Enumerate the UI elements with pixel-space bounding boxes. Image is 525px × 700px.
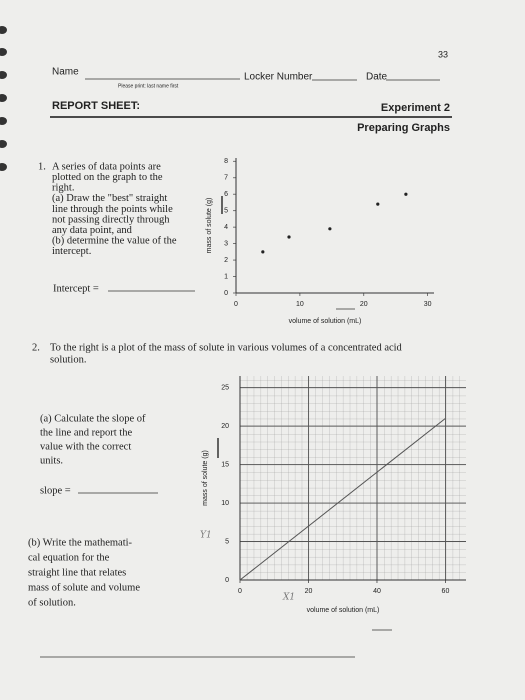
text-line: plotted on the graph to the bbox=[52, 172, 163, 183]
y-tick-label: 6 bbox=[224, 191, 228, 198]
text-line: (b) determine the value of the bbox=[52, 236, 177, 247]
data-point bbox=[376, 202, 380, 206]
report-heading: REPORT SHEET: bbox=[52, 100, 140, 112]
annotation: X1 bbox=[282, 593, 295, 603]
text-line: (a) Draw the "best" straight bbox=[52, 193, 167, 204]
y-tick-label: 1 bbox=[224, 273, 228, 280]
text-line: of solution. bbox=[28, 597, 76, 608]
x-tick-label: 20 bbox=[305, 588, 313, 595]
x-tick-label: 10 bbox=[296, 301, 304, 308]
text-line: right. bbox=[52, 183, 74, 194]
text-line: units. bbox=[40, 455, 63, 466]
x-tick-label: 40 bbox=[373, 588, 381, 595]
y-tick-label: 15 bbox=[221, 461, 229, 468]
question-number: 1. bbox=[38, 161, 46, 172]
data-point bbox=[287, 235, 291, 239]
graph-paper bbox=[240, 376, 466, 580]
x-tick-label: 60 bbox=[442, 588, 450, 595]
text-line: value with the correct bbox=[40, 441, 131, 452]
y-tick-label: 20 bbox=[221, 423, 229, 430]
data-point bbox=[261, 250, 265, 254]
name-hint: Please print: last name first bbox=[118, 83, 179, 89]
y-tick-label: 10 bbox=[221, 500, 229, 507]
y-tick-label: 7 bbox=[224, 175, 228, 182]
text-line: intercept. bbox=[52, 246, 91, 257]
subtitle: Preparing Graphs bbox=[357, 122, 450, 134]
y-axis-label: mass of solute (g) bbox=[206, 198, 213, 254]
text-line: A series of data points are bbox=[52, 161, 161, 172]
locker-label: Locker Number bbox=[244, 72, 313, 83]
y-tick-label: 8 bbox=[224, 158, 228, 165]
y-tick-label: 2 bbox=[224, 257, 228, 264]
text-line: To the right is a plot of the mass of so… bbox=[50, 342, 403, 353]
y-tick-label: 5 bbox=[225, 538, 229, 545]
y-tick-label: 0 bbox=[224, 290, 228, 297]
data-line bbox=[239, 417, 446, 581]
text-line: straight line that relates bbox=[28, 567, 126, 578]
y-tick-label: 3 bbox=[224, 240, 228, 247]
name-label: Name bbox=[52, 67, 79, 78]
text-line: mass of solute and volume bbox=[28, 582, 140, 593]
date-label: Date bbox=[366, 72, 388, 83]
text-line: line through the points while bbox=[52, 204, 173, 215]
text-line: cal equation for the bbox=[28, 552, 110, 563]
text-line: the line and report the bbox=[40, 427, 132, 438]
x-tick-label: 0 bbox=[234, 301, 238, 308]
data-point bbox=[328, 227, 332, 231]
x-axis-label: volume of solution (mL) bbox=[307, 607, 380, 614]
y-tick-label: 25 bbox=[221, 384, 229, 391]
binding-holes bbox=[0, 26, 7, 171]
y-tick-label: 0 bbox=[225, 577, 229, 584]
data-point bbox=[404, 192, 408, 196]
text-line: (a) Calculate the slope of bbox=[40, 413, 146, 424]
answer-label: Intercept = bbox=[53, 283, 99, 294]
text-line: any data point, and bbox=[52, 225, 133, 236]
text-line: (b) Write the mathemati- bbox=[28, 537, 133, 548]
y-tick-label: 5 bbox=[224, 208, 228, 215]
x-tick-label: 20 bbox=[360, 301, 368, 308]
annotation: Y1 bbox=[200, 531, 212, 541]
text-line: solution. bbox=[50, 354, 86, 365]
y-tick-label: 4 bbox=[224, 224, 228, 231]
experiment: Experiment 2 bbox=[381, 102, 450, 114]
question-number: 2. bbox=[32, 342, 40, 353]
x-tick-label: 30 bbox=[424, 301, 432, 308]
y-axis-label: mass of solute (g) bbox=[202, 450, 209, 506]
text-line: not passing directly through bbox=[52, 214, 170, 225]
page-number: 33 bbox=[438, 49, 448, 59]
x-tick-label: 0 bbox=[238, 588, 242, 595]
rules bbox=[40, 78, 452, 658]
x-axis-label: volume of solution (mL) bbox=[289, 318, 362, 325]
answer-label: slope = bbox=[40, 485, 71, 496]
